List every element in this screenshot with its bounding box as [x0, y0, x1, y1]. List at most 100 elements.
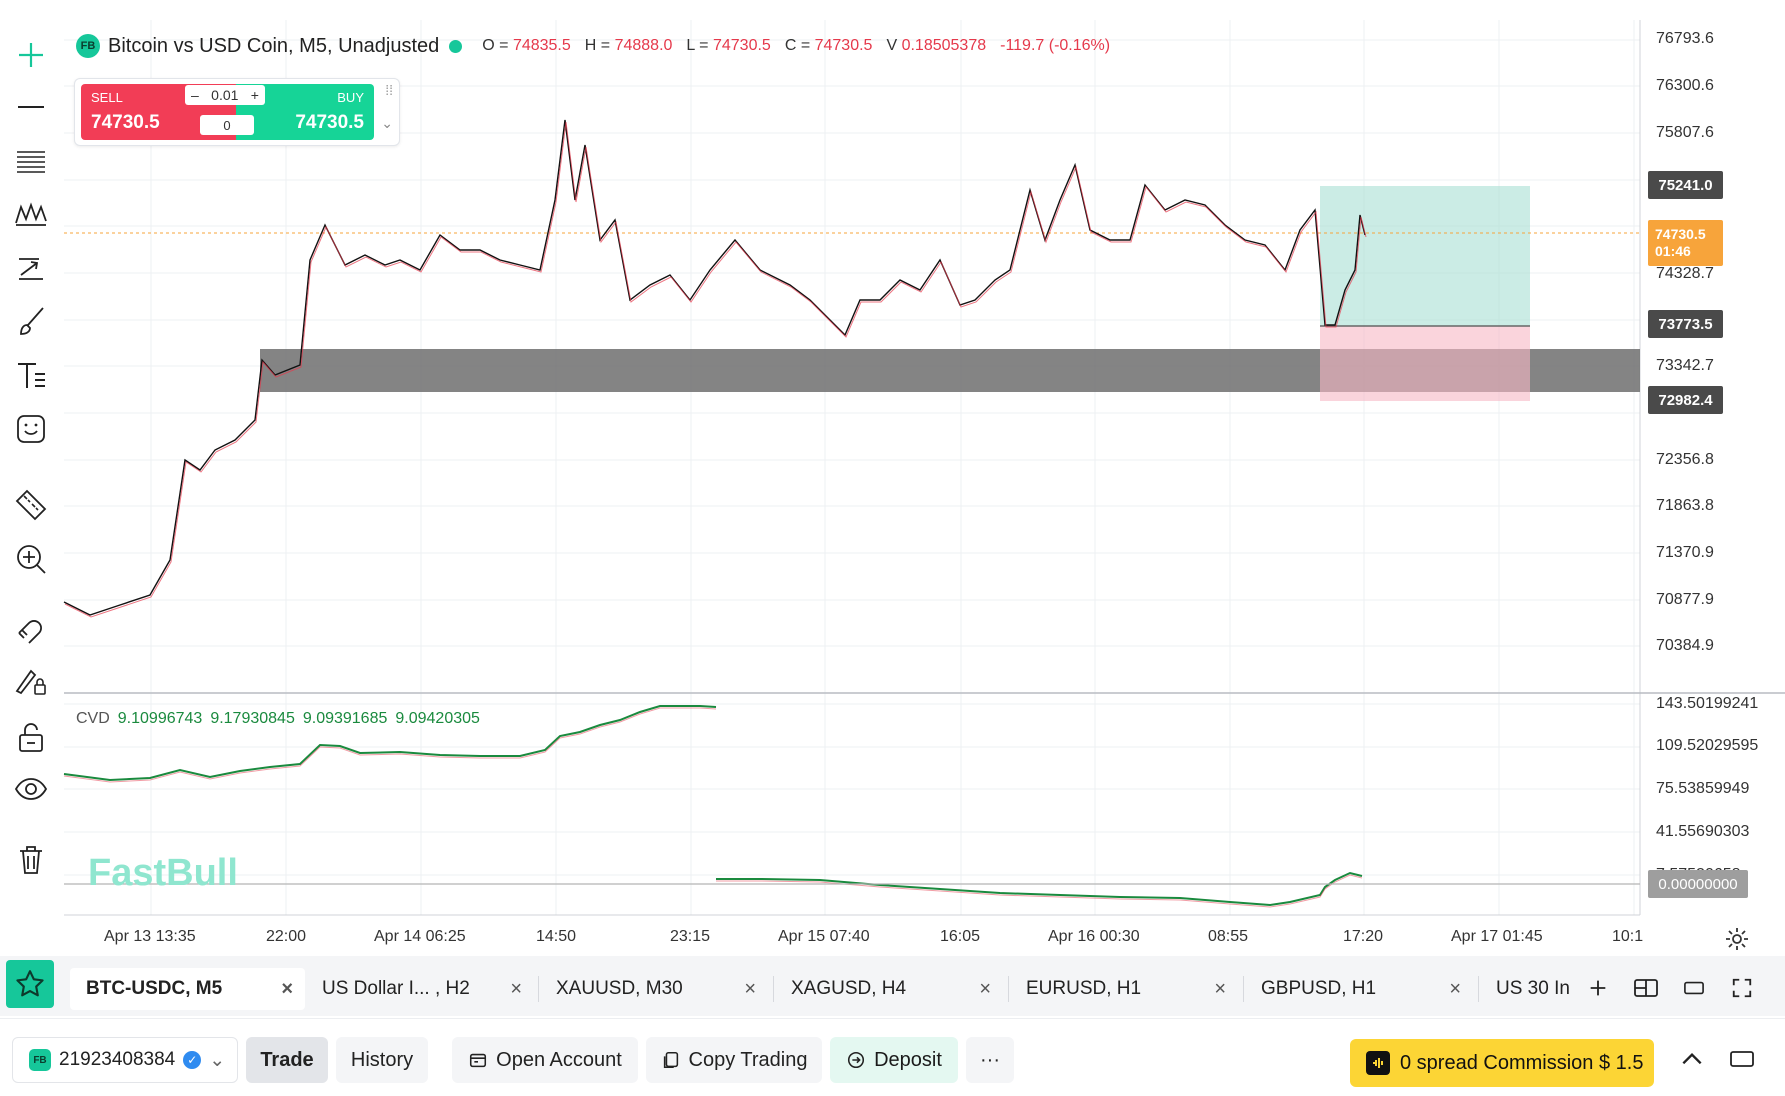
- crosshair-icon[interactable]: [10, 34, 52, 76]
- tab-label: US 30 In: [1496, 978, 1570, 999]
- tab-eurusd[interactable]: EURUSD, H1 ×: [1010, 968, 1238, 1010]
- tab-xagusd[interactable]: XAGUSD, H4 ×: [775, 968, 1003, 1010]
- close-icon[interactable]: ×: [979, 977, 991, 1000]
- symbol-tab-bar: BTC-USDC, M5 × US Dollar I... , H2 × XAU…: [0, 956, 1785, 1016]
- copy-icon: [663, 1051, 678, 1069]
- stop-loss-tag[interactable]: 72982.4: [1648, 386, 1723, 414]
- open-account-button[interactable]: Open Account: [452, 1037, 638, 1083]
- chevron-up-icon[interactable]: [1676, 1043, 1708, 1075]
- close-icon[interactable]: ×: [281, 977, 293, 1000]
- copy-trading-button[interactable]: Copy Trading: [646, 1037, 822, 1083]
- pattern-icon[interactable]: [10, 192, 52, 234]
- text-icon[interactable]: [10, 354, 52, 396]
- tab-divider: [773, 976, 774, 1002]
- tab-label: XAUUSD, M30: [556, 978, 683, 999]
- tab-label: GBPUSD, H1: [1261, 978, 1377, 999]
- tab-label: EURUSD, H1: [1026, 978, 1142, 999]
- tab-us30[interactable]: US 30 In: [1480, 968, 1570, 1010]
- gear-icon[interactable]: [1724, 926, 1750, 952]
- price-axis-label: 73342.7: [1656, 357, 1714, 374]
- chart-canvas[interactable]: [0, 0, 1785, 956]
- deposit-button[interactable]: Deposit: [830, 1037, 958, 1083]
- cvd-value: 9.09391685: [302, 710, 388, 727]
- close-icon[interactable]: ×: [1214, 977, 1226, 1000]
- favorite-button[interactable]: [6, 960, 54, 1008]
- unlock-icon[interactable]: [10, 716, 52, 758]
- lock-drawing-icon[interactable]: [10, 660, 52, 702]
- ruler-icon[interactable]: [10, 484, 52, 526]
- copy-trading-label: Copy Trading: [688, 1048, 808, 1071]
- fullscreen-icon[interactable]: [1726, 972, 1758, 1004]
- price-line: [63, 119, 1366, 616]
- tab-xauusd[interactable]: XAUUSD, M30 ×: [540, 968, 768, 1010]
- cvd-axis-label: 109.52029595: [1656, 737, 1759, 754]
- fib-levels-icon[interactable]: [10, 140, 52, 182]
- tab-divider: [1478, 976, 1479, 1002]
- entry-price-tag[interactable]: 73773.5: [1648, 310, 1723, 338]
- tab-divider: [1008, 976, 1009, 1002]
- time-axis-label: 14:50: [536, 928, 577, 945]
- chevron-down-icon[interactable]: ⌄: [381, 115, 393, 131]
- live-price-tag: 74730.5 01:46: [1648, 220, 1723, 266]
- tab-gbpusd[interactable]: GBPUSD, H1 ×: [1245, 968, 1473, 1010]
- lot-size-value[interactable]: 0.01: [211, 87, 239, 103]
- projection-icon[interactable]: [10, 246, 52, 288]
- chevron-down-icon: ⌄: [209, 1049, 226, 1071]
- account-selector[interactable]: FB 21923408384 ✓ ⌄: [12, 1037, 238, 1083]
- trash-icon[interactable]: [10, 838, 52, 880]
- cvd-label: CVD: [76, 710, 110, 727]
- tab-us-dollar-index[interactable]: US Dollar I... , H2 ×: [306, 968, 534, 1010]
- price-axis-label: 75807.6: [1656, 124, 1714, 141]
- trend-line-icon[interactable]: [10, 86, 52, 128]
- lot-decrease-button[interactable]: –: [191, 87, 199, 103]
- price-axis-label: 72356.8: [1656, 451, 1714, 468]
- promo-banner[interactable]: 0 spread Commission $ 1.5: [1350, 1039, 1654, 1087]
- drag-handle-icon[interactable]: ⁞⁞: [385, 82, 393, 98]
- promo-text: 0 spread Commission $ 1.5: [1400, 1051, 1644, 1074]
- layout-single-icon[interactable]: [1678, 972, 1710, 1004]
- eye-icon[interactable]: [10, 768, 52, 810]
- price-axis-label: 74328.7: [1656, 265, 1714, 282]
- symbol-title[interactable]: Bitcoin vs USD Coin, M5, Unadjusted: [108, 34, 440, 57]
- trade-tab[interactable]: Trade: [246, 1037, 328, 1083]
- time-axis-label: Apr 13 13:35: [104, 928, 196, 945]
- volume-value: 0.18505378: [901, 37, 987, 54]
- close-icon[interactable]: ×: [1449, 977, 1461, 1000]
- history-tab[interactable]: History: [336, 1037, 428, 1083]
- quantity-input[interactable]: 0: [200, 115, 254, 135]
- cvd-line: [63, 705, 717, 782]
- emoji-icon[interactable]: [10, 408, 52, 450]
- promo-icon: [1366, 1051, 1390, 1075]
- close-value: 74730.5: [814, 37, 873, 54]
- candle-countdown: 01:46: [1655, 243, 1691, 259]
- add-tab-icon[interactable]: [1582, 972, 1614, 1004]
- more-options-button[interactable]: ···: [966, 1037, 1014, 1083]
- close-key: C =: [784, 37, 811, 54]
- take-profit-tag[interactable]: 75241.0: [1648, 171, 1723, 199]
- tab-btc-usdc[interactable]: BTC-USDC, M5 ×: [70, 968, 305, 1010]
- buy-label: BUY: [337, 90, 364, 105]
- price-axis-label: 70877.9: [1656, 591, 1714, 608]
- lot-size-stepper: – 0.01 +: [185, 85, 265, 105]
- cvd-legend: CVD 9.10996743 9.17930845 9.09391685 9.0…: [76, 710, 480, 728]
- magnet-icon[interactable]: [10, 608, 52, 650]
- panel-toggle-icon[interactable]: [1726, 1043, 1758, 1075]
- close-icon[interactable]: ×: [510, 977, 522, 1000]
- open-account-label: Open Account: [496, 1048, 622, 1071]
- price-change: -119.7 (-0.16%): [1000, 37, 1111, 54]
- verified-icon: ✓: [183, 1051, 202, 1069]
- time-axis-label: Apr 14 06:25: [374, 928, 466, 945]
- brush-icon[interactable]: [10, 300, 52, 342]
- high-key: H =: [584, 37, 611, 54]
- symbol-logo: FB: [76, 34, 100, 58]
- cvd-value: 9.09420305: [395, 710, 480, 727]
- account-id: 21923408384: [59, 1049, 176, 1070]
- tab-label: BTC-USDC, M5: [86, 978, 223, 999]
- close-icon[interactable]: ×: [744, 977, 756, 1000]
- deposit-icon: [848, 1051, 865, 1069]
- layout-split-icon[interactable]: [1630, 972, 1662, 1004]
- cvd-line-2: [716, 871, 1363, 907]
- zoom-in-icon[interactable]: [10, 538, 52, 580]
- lot-increase-button[interactable]: +: [250, 87, 259, 103]
